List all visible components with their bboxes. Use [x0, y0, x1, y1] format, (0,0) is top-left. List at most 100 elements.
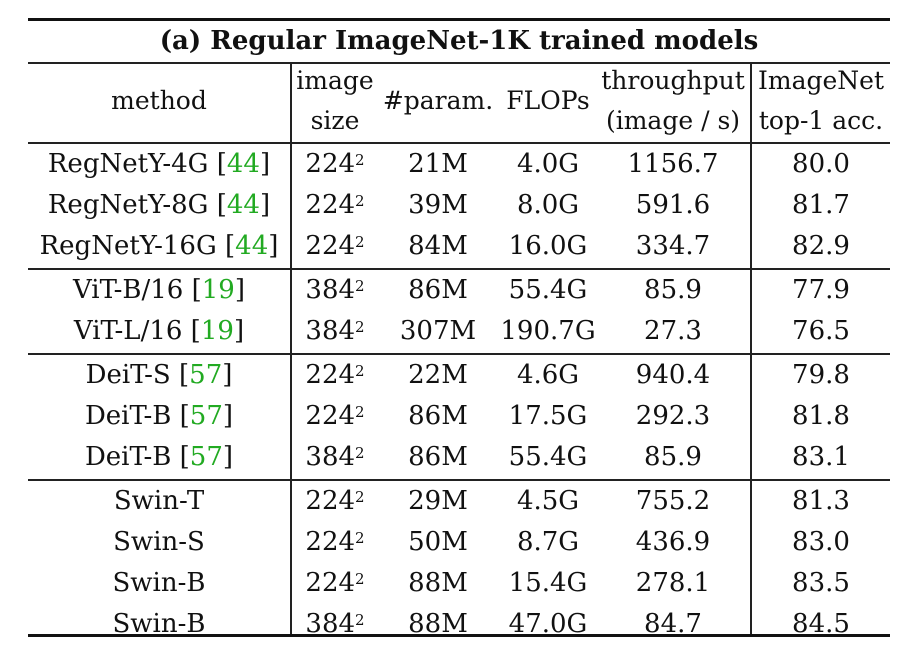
cell-size: 3842 — [305, 316, 365, 346]
size-exponent: 2 — [355, 277, 365, 295]
table-row: Swin-T 2242 29M 4.5G 755.2 81.3 — [28, 481, 890, 521]
cell-size: 3842 — [305, 275, 365, 305]
cell-param: 22M — [408, 360, 468, 390]
cell-param: 29M — [408, 486, 468, 516]
cell-param: 86M — [408, 401, 468, 431]
cell-acc: 83.1 — [792, 442, 850, 472]
cell-param: 21M — [408, 149, 468, 179]
header-rule — [28, 142, 890, 144]
cell-size: 2242 — [305, 149, 365, 179]
cell-size: 2242 — [305, 568, 365, 598]
cell-param: 86M — [408, 275, 468, 305]
cell-flops: 4.5G — [516, 486, 580, 516]
size-exponent: 2 — [355, 488, 365, 506]
top-rule — [28, 18, 890, 21]
method-name: Swin-B — [112, 568, 206, 598]
table-title: (a) Regular ImageNet-1K trained models — [159, 26, 759, 56]
cell-method: Swin-B — [28, 604, 290, 644]
size-exponent: 2 — [355, 444, 365, 462]
cell-acc: 79.8 — [792, 360, 850, 390]
cell-size: 3842 — [305, 609, 365, 639]
citation-link[interactable]: 19 — [201, 275, 235, 305]
cell-throughput: 940.4 — [635, 360, 711, 390]
cell-acc: 81.8 — [792, 401, 850, 431]
header-flops: FLOPs — [506, 86, 590, 115]
cell-acc: 77.9 — [792, 275, 850, 305]
cell-acc: 81.3 — [792, 486, 850, 516]
header-method: method — [111, 86, 207, 115]
cell-size: 2242 — [305, 360, 365, 390]
cell-flops: 55.4G — [508, 275, 588, 305]
table-row: DeiT-S [57] 2242 22M 4.6G 940.4 79.8 — [28, 355, 890, 395]
method-name: DeiT-B — [84, 442, 172, 472]
citation-link[interactable]: 44 — [235, 231, 269, 261]
cell-throughput: 755.2 — [635, 486, 711, 516]
cell-method: DeiT-S [57] — [85, 360, 233, 390]
citation-link[interactable]: 44 — [226, 190, 260, 220]
cell-method: Swin-T — [28, 481, 290, 521]
citation-link[interactable]: 44 — [226, 149, 260, 179]
table-row: Swin-B 2242 88M 15.4G 278.1 83.5 — [28, 563, 890, 603]
citation-link[interactable]: 57 — [189, 360, 223, 390]
group-rule — [28, 479, 890, 481]
title-rule — [28, 62, 890, 64]
table-row: DeiT-B [57] 2242 86M 17.5G 292.3 81.8 — [28, 396, 890, 436]
cell-throughput: 292.3 — [635, 401, 711, 431]
table-row: Swin-S 2242 50M 8.7G 436.9 83.0 — [28, 522, 890, 562]
table-row: RegNetY-8G [44] 2242 39M 8.0G 591.6 81.7 — [28, 185, 890, 225]
cell-method: RegNetY-4G [44] — [47, 149, 271, 179]
method-name: ViT-B/16 — [72, 275, 184, 305]
table-row: RegNetY-4G [44] 2242 21M 4.0G 1156.7 80.0 — [28, 144, 890, 184]
citation-link[interactable]: 57 — [189, 401, 223, 431]
table-row: ViT-B/16 [19] 3842 86M 55.4G 85.9 77.9 — [28, 270, 890, 310]
cell-param: 50M — [408, 527, 468, 557]
header-acc-line1: ImageNet — [757, 66, 884, 95]
header-throughput-line1: throughput — [601, 66, 745, 95]
cell-acc: 83.5 — [792, 568, 850, 598]
method-name: RegNetY-8G — [47, 190, 209, 220]
size-exponent: 2 — [355, 233, 365, 251]
cell-param: 88M — [408, 568, 468, 598]
cell-size: 2242 — [305, 527, 365, 557]
cell-method: DeiT-B [57] — [84, 442, 234, 472]
cell-method: ViT-L/16 [19] — [73, 316, 245, 346]
header-acc-line2: top-1 acc. — [758, 106, 884, 135]
citation-link[interactable]: 57 — [189, 442, 223, 472]
cell-flops: 17.5G — [508, 401, 588, 431]
cell-acc: 80.0 — [792, 149, 850, 179]
cell-acc: 84.5 — [792, 609, 850, 639]
method-name: DeiT-S — [85, 360, 171, 390]
cell-size: 2242 — [305, 486, 365, 516]
cell-throughput: 27.3 — [644, 316, 702, 346]
cell-acc: 82.9 — [792, 231, 850, 261]
cell-acc: 76.5 — [792, 316, 850, 346]
cell-flops: 4.6G — [516, 360, 580, 390]
method-name: ViT-L/16 — [73, 316, 183, 346]
cell-size: 3842 — [305, 442, 365, 472]
size-exponent: 2 — [355, 611, 365, 629]
accuracy-divider — [750, 62, 752, 634]
cell-throughput: 591.6 — [635, 190, 711, 220]
cell-method: RegNetY-16G [44] — [39, 231, 279, 261]
cell-flops: 190.7G — [500, 316, 596, 346]
cell-throughput: 436.9 — [635, 527, 711, 557]
method-name: RegNetY-16G — [39, 231, 217, 261]
method-divider — [290, 62, 292, 634]
size-exponent: 2 — [355, 192, 365, 210]
header-throughput-line2: (image / s) — [605, 106, 741, 135]
cell-throughput: 278.1 — [635, 568, 711, 598]
cell-flops: 4.0G — [516, 149, 580, 179]
size-exponent: 2 — [355, 403, 365, 421]
method-name: DeiT-B — [84, 401, 172, 431]
cell-acc: 83.0 — [792, 527, 850, 557]
cell-param: 307M — [399, 316, 477, 346]
cell-param: 39M — [408, 190, 468, 220]
cell-param: 88M — [408, 609, 468, 639]
size-exponent: 2 — [355, 529, 365, 547]
cell-throughput: 85.9 — [644, 275, 702, 305]
citation-link[interactable]: 19 — [200, 316, 234, 346]
cell-throughput: 334.7 — [635, 231, 711, 261]
cell-param: 84M — [408, 231, 468, 261]
cell-method: RegNetY-8G [44] — [47, 190, 271, 220]
cell-flops: 16.0G — [508, 231, 588, 261]
